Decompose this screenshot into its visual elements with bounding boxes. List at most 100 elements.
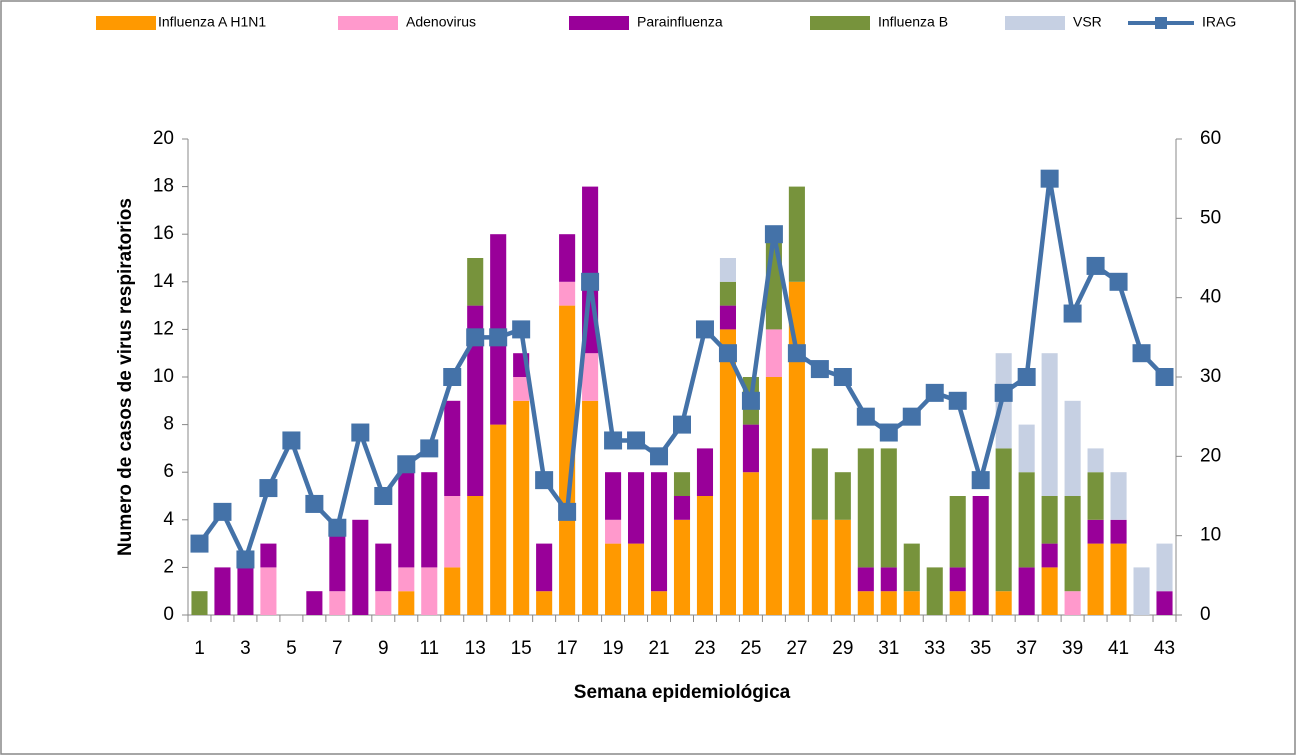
bar-segment	[1041, 567, 1058, 615]
x-tick-label: 29	[832, 638, 853, 659]
x-tick-label: 27	[786, 638, 807, 659]
bar-segment	[375, 591, 392, 615]
bar-segment	[513, 377, 530, 401]
legend-label: Influenza B	[878, 14, 948, 30]
legend-label: VSR	[1073, 14, 1102, 30]
y-tick-label: 20	[153, 128, 174, 149]
bar-segment	[719, 281, 736, 306]
bar-segment	[857, 567, 874, 592]
bar-segment	[903, 591, 920, 615]
bar-segment	[490, 424, 507, 615]
bar-segment	[444, 496, 461, 568]
legend-swatch	[569, 16, 629, 30]
line-marker	[1040, 169, 1059, 188]
line-marker	[420, 439, 439, 458]
bar-segment	[788, 281, 805, 615]
bar-segment	[857, 591, 874, 615]
bar-segment	[926, 567, 943, 615]
bar-segment	[1018, 472, 1035, 568]
x-tick-label: 21	[648, 638, 669, 659]
bar-segment	[421, 567, 438, 615]
bar-segment	[1087, 472, 1104, 520]
x-tick-label: 3	[240, 638, 251, 659]
x-tick-label: 17	[557, 638, 578, 659]
x-tick-label: 37	[1016, 638, 1037, 659]
y2-tick-label: 40	[1200, 287, 1221, 308]
line-marker	[374, 487, 393, 505]
bar-segment	[306, 591, 323, 615]
y2-tick-label: 60	[1200, 128, 1221, 149]
x-tick-label: 19	[602, 638, 623, 659]
bar-segment	[513, 400, 530, 615]
x-tick-label: 41	[1108, 638, 1129, 659]
bar-segment	[1110, 543, 1127, 615]
bar-segment	[444, 567, 461, 615]
line-marker	[190, 534, 209, 553]
x-tick-label: 25	[740, 638, 761, 659]
bar-segment	[1156, 591, 1173, 615]
bar-segment	[811, 448, 828, 520]
x-axis-title: Semana epidemiológica	[574, 682, 791, 703]
y-tick-label: 18	[153, 176, 174, 197]
bar-segment	[260, 567, 277, 615]
legend-label: IRAG	[1202, 14, 1236, 30]
bar-segment	[765, 329, 782, 377]
bar-segment	[329, 591, 346, 615]
bar-segment	[650, 591, 668, 615]
bar-segment	[1041, 496, 1058, 544]
line-marker	[351, 423, 370, 442]
y-tick-label: 16	[153, 223, 174, 244]
line-marker	[879, 423, 898, 442]
bar-segment	[1041, 543, 1058, 568]
x-tick-label: 31	[878, 638, 899, 659]
bar-segment	[628, 472, 645, 544]
x-tick-label: 39	[1062, 638, 1083, 659]
bar-segment	[467, 305, 484, 496]
bar-segment	[696, 496, 714, 615]
bar-segment	[536, 543, 553, 592]
x-tick-label: 9	[378, 638, 389, 659]
line-marker	[971, 471, 990, 490]
y2-tick-label: 10	[1200, 525, 1221, 546]
bar-segment	[398, 591, 415, 615]
line-marker	[535, 471, 554, 490]
legend-marker	[1155, 17, 1167, 29]
y-tick-label: 8	[163, 414, 174, 435]
bar-segment	[191, 591, 208, 615]
x-tick-label: 43	[1154, 638, 1175, 659]
line-marker	[213, 502, 232, 521]
y-tick-label: 0	[163, 604, 174, 625]
line-marker	[673, 415, 691, 434]
y-tick-label: 12	[153, 318, 174, 339]
y2-tick-label: 20	[1200, 445, 1221, 466]
line-marker	[695, 320, 714, 339]
bar-segment	[467, 496, 484, 615]
bar-segment	[880, 591, 897, 615]
bar-segment	[559, 281, 576, 306]
y-tick-label: 4	[163, 509, 174, 530]
line-marker	[1109, 272, 1128, 291]
bar-segment	[719, 305, 736, 330]
bar-segment	[582, 353, 599, 401]
line-marker	[718, 344, 737, 363]
line-marker	[856, 407, 875, 426]
bar-segment	[880, 448, 897, 568]
y-tick-label: 10	[153, 366, 174, 387]
bar-segment	[1133, 567, 1150, 615]
line-marker	[994, 383, 1013, 402]
x-tick-label: 15	[511, 638, 532, 659]
bar-segment	[1064, 496, 1081, 592]
legend-label: Influenza A H1N1	[158, 14, 266, 30]
legend-swatch	[338, 16, 398, 30]
x-tick-label: 13	[465, 638, 486, 659]
y-tick-label: 14	[153, 271, 175, 292]
bar-segment	[536, 591, 553, 615]
line-marker	[397, 455, 416, 474]
bar-segment	[903, 543, 920, 592]
line-marker	[650, 447, 669, 466]
line-marker	[259, 479, 278, 498]
x-tick-label: 7	[332, 638, 343, 659]
bar-segment	[1041, 353, 1058, 496]
